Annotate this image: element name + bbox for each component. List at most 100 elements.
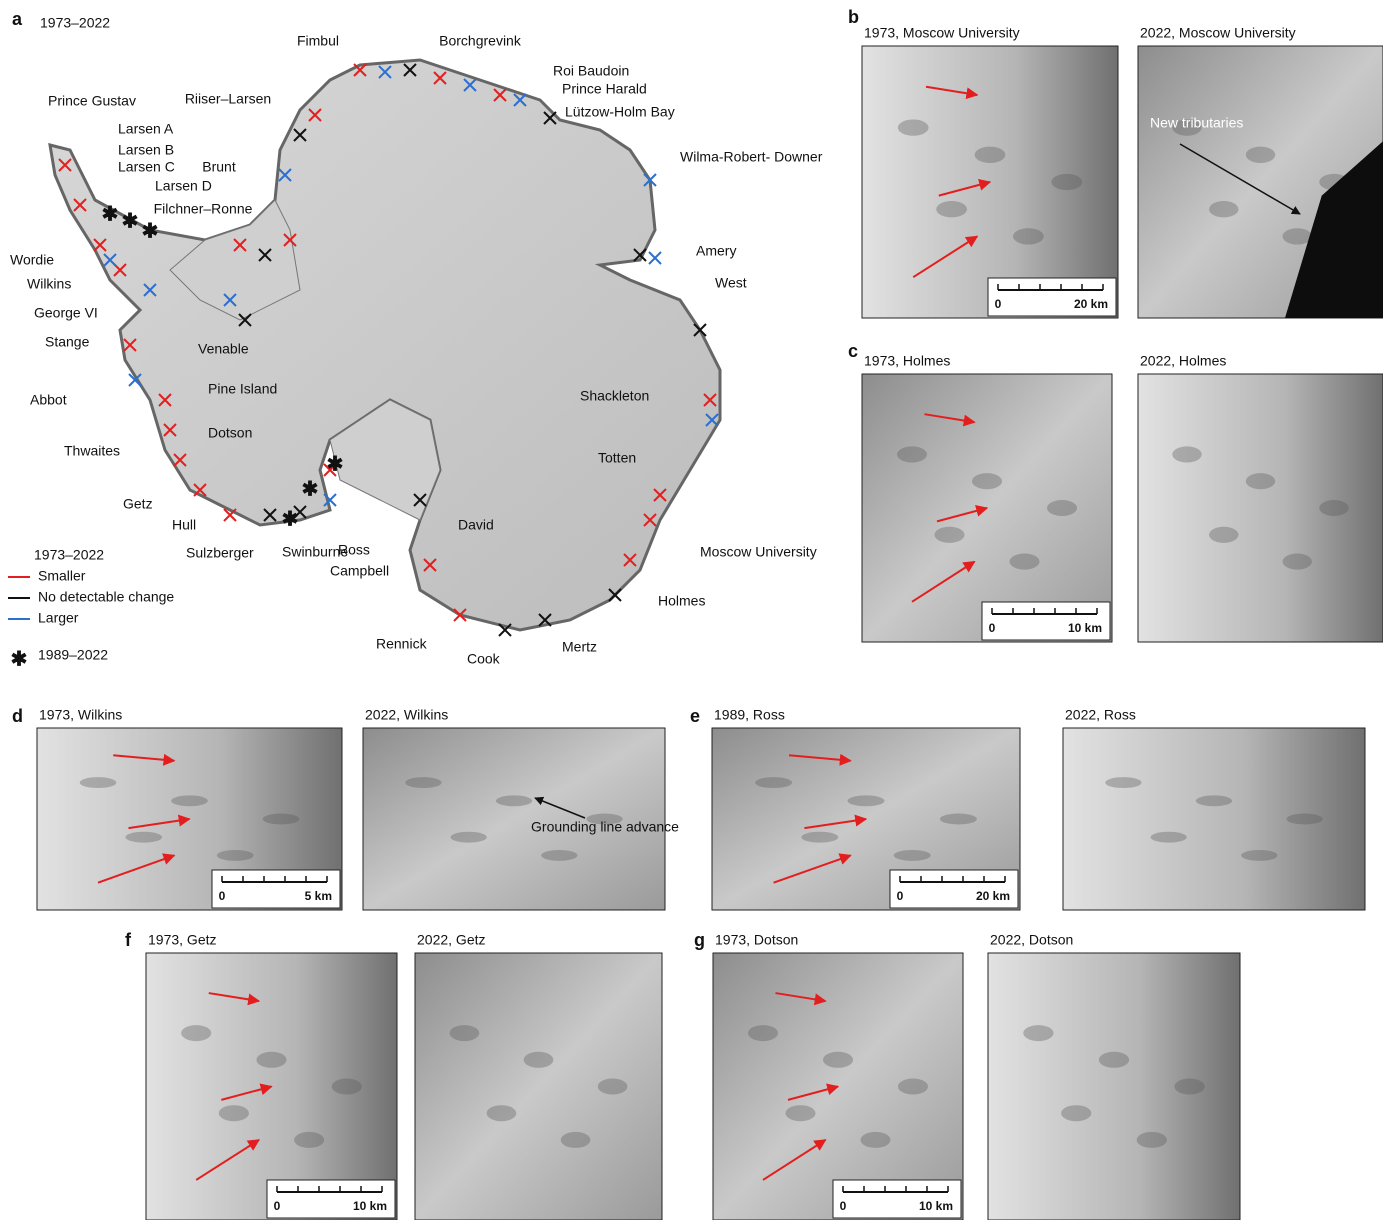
terrain-feature	[171, 795, 208, 806]
scale-label: 20 km	[1074, 297, 1108, 311]
panel-label: b	[848, 7, 859, 27]
scale-label: 0	[840, 1199, 847, 1213]
place-label: Campbell	[330, 563, 389, 579]
terrain-feature	[256, 1052, 286, 1068]
star-marker: ✱	[11, 648, 28, 670]
terrain-feature	[487, 1105, 517, 1121]
terrain-feature	[1246, 473, 1275, 489]
place-label: Dotson	[208, 425, 252, 441]
terrain-feature	[263, 814, 300, 825]
terrain-feature	[848, 795, 885, 806]
terrain-feature	[1047, 500, 1077, 516]
star-marker: ✱	[327, 453, 344, 475]
terrain-feature	[1209, 201, 1238, 217]
place-label: Getz	[123, 496, 153, 512]
place-label: Abbot	[30, 392, 67, 408]
terrain-feature	[1319, 500, 1348, 516]
place-label: Amery	[696, 243, 736, 259]
scale-label: 5 km	[305, 889, 332, 903]
place-label: Roi Baudoin	[553, 63, 629, 79]
star-marker: ✱	[302, 478, 319, 500]
change-marker	[649, 252, 661, 264]
terrain-feature	[898, 119, 929, 135]
terrain-feature	[1286, 814, 1322, 825]
place-label: Pine Island	[208, 381, 277, 397]
panel-label: a	[12, 9, 23, 29]
terrain-feature	[1137, 1132, 1167, 1148]
place-label: Shackleton	[580, 388, 649, 404]
place-label: Riiser–Larsen	[185, 91, 271, 107]
scale-label: 0	[897, 889, 904, 903]
place-label: Totten	[598, 450, 636, 466]
place-label: David	[458, 517, 494, 533]
panel-label: g	[694, 930, 705, 950]
terrain-feature	[801, 832, 838, 843]
legend-label: Larger	[38, 610, 79, 626]
terrain-feature	[1241, 850, 1277, 861]
terrain-feature	[1174, 1078, 1204, 1094]
image-title: 1973, Wilkins	[39, 707, 122, 723]
terrain-feature	[1283, 554, 1312, 570]
star-marker: ✱	[142, 220, 159, 242]
terrain-feature	[219, 1105, 249, 1121]
terrain-feature	[1209, 527, 1238, 543]
place-label: Brunt	[202, 159, 236, 175]
place-label: Wilma-Robert- Downer	[680, 149, 823, 165]
panel-label: c	[848, 341, 858, 361]
place-label: Venable	[198, 341, 249, 357]
terrain-feature	[1283, 228, 1312, 244]
terrain-feature	[405, 777, 441, 788]
terrain-feature	[1151, 832, 1187, 843]
place-label: Filchner–Ronne	[154, 201, 253, 217]
place-label: Fimbul	[297, 33, 339, 49]
place-label: Moscow University	[700, 544, 817, 560]
image-title: 2022, Holmes	[1140, 353, 1226, 369]
terrain-feature	[1013, 228, 1044, 244]
terrain-feature	[748, 1025, 778, 1041]
terrain-feature	[524, 1052, 554, 1068]
legend-label: Smaller	[38, 568, 86, 584]
place-label: Larsen D	[155, 178, 212, 194]
legend-label: No detectable change	[38, 589, 174, 605]
scale-label: 0	[995, 297, 1002, 311]
terrain-feature	[294, 1132, 324, 1148]
scale-label: 20 km	[976, 889, 1010, 903]
terrain-feature	[1099, 1052, 1129, 1068]
image-title: 2022, Moscow University	[1140, 25, 1296, 41]
annotation: Grounding line advance	[531, 819, 679, 835]
image-title: 1973, Moscow University	[864, 25, 1020, 41]
scale-label: 10 km	[353, 1199, 387, 1213]
terrain-feature	[496, 795, 532, 806]
place-label: Hull	[172, 517, 196, 533]
terrain-feature	[823, 1052, 853, 1068]
terrain-feature	[894, 850, 931, 861]
terrain-feature	[786, 1105, 816, 1121]
panel-label: f	[125, 930, 132, 950]
image-title: 2022, Ross	[1065, 707, 1136, 723]
figure: ✱✱✱✱✱✱a1973–2022FimbulBorchgrevinkRoi Ba…	[0, 0, 1383, 1220]
image-title: 1973, Holmes	[864, 353, 950, 369]
panel-label: e	[690, 706, 700, 726]
place-label: Larsen C	[118, 159, 175, 175]
terrain-feature	[1051, 174, 1082, 190]
legend-label: 1989–2022	[38, 647, 108, 663]
scale-label: 0	[274, 1199, 281, 1213]
place-label: Ross	[338, 542, 370, 558]
place-label: Rennick	[376, 636, 428, 652]
terrain-feature	[1246, 147, 1275, 163]
place-label: Mertz	[562, 639, 597, 655]
place-label: Prince Gustav	[48, 93, 136, 109]
terrain-feature	[541, 850, 577, 861]
legend-title: 1973–2022	[34, 547, 104, 563]
star-marker: ✱	[282, 508, 299, 530]
image-title: 1989, Ross	[714, 707, 785, 723]
place-label: Prince Harald	[562, 81, 647, 97]
terrain-feature	[561, 1132, 591, 1148]
place-label: Sulzberger	[186, 545, 254, 561]
place-label: Thwaites	[64, 443, 120, 459]
terrain-feature	[450, 1025, 480, 1041]
terrain-feature	[332, 1078, 362, 1094]
terrain-feature	[972, 473, 1002, 489]
panel-subtitle: 1973–2022	[40, 15, 110, 31]
annotation: New tributaries	[1150, 115, 1243, 131]
